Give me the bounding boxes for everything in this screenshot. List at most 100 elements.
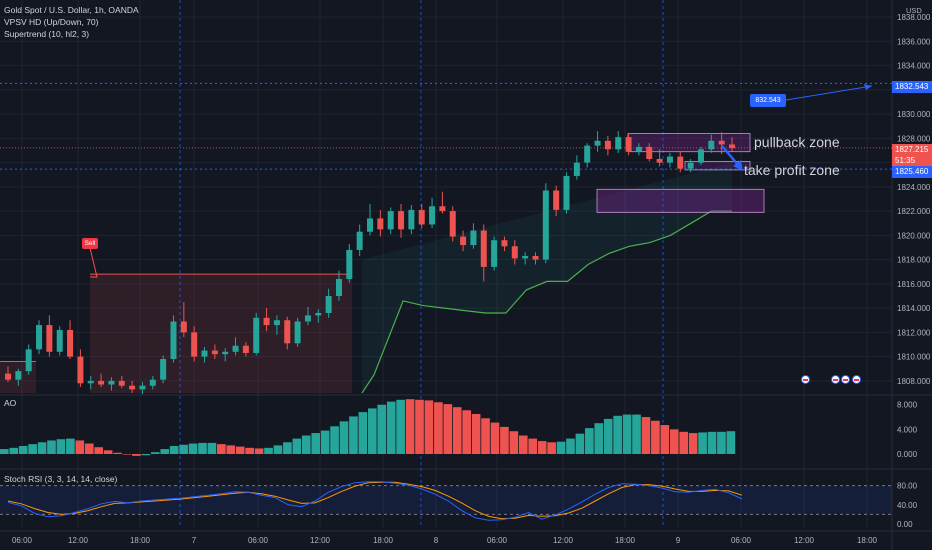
candle-body — [697, 149, 704, 163]
ao-pane-label[interactable]: AO — [4, 398, 17, 408]
price-tick-label: 1834.000 — [897, 62, 931, 71]
time-tick-label: 06:00 — [731, 536, 752, 545]
candle-body — [25, 349, 32, 372]
ao-bar — [537, 441, 547, 454]
ao-bar — [283, 442, 292, 454]
ao-bar — [141, 454, 151, 456]
price-tick-label: 1810.000 — [897, 353, 931, 362]
ao-bar — [273, 445, 283, 454]
ao-bar — [339, 421, 349, 454]
candle-body — [377, 218, 384, 230]
supertrend-line — [361, 210, 732, 394]
ao-bar — [547, 442, 556, 454]
candle-body — [604, 140, 611, 150]
ao-bar — [37, 442, 47, 454]
ao-bar — [245, 447, 254, 454]
indicator-legend-supertrend[interactable]: Supertrend (10, hl2, 3) — [4, 29, 90, 39]
time-tick-label: 9 — [676, 536, 681, 545]
candle-body — [180, 321, 187, 333]
candle-body — [408, 209, 415, 230]
time-tick-label: 8 — [434, 536, 439, 545]
candle-body — [356, 231, 363, 250]
ao-bar — [226, 445, 236, 454]
ao-bar — [575, 433, 585, 454]
us-flag-event-icon[interactable] — [801, 375, 810, 384]
candle-body — [139, 385, 146, 390]
candle-body — [511, 246, 518, 259]
ao-bar — [518, 435, 528, 454]
ao-bar — [113, 452, 122, 454]
ao-bar — [396, 399, 405, 454]
candle-body — [439, 206, 446, 212]
candle-body — [708, 140, 715, 150]
ao-bar — [424, 400, 434, 454]
indicator-legend-vpsv[interactable]: VPSV HD (Up/Down, 70) — [4, 17, 99, 27]
ao-bar — [490, 422, 500, 454]
candle-body — [160, 359, 167, 380]
candle-body — [36, 325, 43, 350]
sell-signal-tag[interactable]: Sell — [82, 238, 98, 249]
ao-bar — [594, 423, 604, 454]
candle-body — [56, 329, 63, 352]
projection-arrow — [721, 145, 740, 167]
us-flag-event-icon[interactable] — [831, 375, 840, 384]
price-callout[interactable]: 832.543 — [750, 94, 786, 107]
ao-bar — [264, 447, 273, 454]
ao-bar — [481, 418, 490, 454]
candle-body — [501, 240, 508, 247]
ao-bar — [217, 444, 226, 454]
ao-bar — [368, 408, 377, 454]
ao-bar — [377, 404, 387, 454]
demand-zone-box — [596, 188, 765, 213]
candle-body — [242, 345, 249, 353]
ao-bar — [528, 438, 538, 454]
ao-bar — [188, 443, 198, 454]
candle-body — [211, 350, 218, 355]
ao-bar — [330, 426, 339, 454]
ao-bar — [566, 438, 575, 454]
time-tick-label: 18:00 — [373, 536, 394, 545]
candle-body — [149, 379, 156, 386]
candle-body — [253, 317, 260, 353]
time-tick-label: 18:00 — [857, 536, 878, 545]
take-profit-zone-label[interactable]: take profit zone — [744, 162, 840, 178]
ao-bar — [235, 446, 245, 454]
ao-bar — [688, 433, 698, 454]
candle-body — [480, 230, 487, 267]
ao-bar — [405, 399, 415, 454]
candle-body — [118, 380, 125, 386]
candle-body — [98, 380, 105, 385]
us-flag-event-icon[interactable] — [841, 375, 850, 384]
ao-bar — [169, 445, 179, 454]
candle-body — [491, 240, 498, 267]
pullback-zone-label[interactable]: pullback zone — [754, 134, 840, 150]
ao-tick-label: 8.000 — [897, 401, 918, 410]
candle-body — [284, 320, 291, 344]
price-tick-label: 1838.000 — [897, 13, 931, 22]
candle-body — [553, 190, 560, 210]
candle-body — [594, 140, 601, 146]
price-tick-label: 1808.000 — [897, 377, 931, 386]
candle-body — [718, 140, 725, 145]
candle-body — [335, 279, 342, 296]
symbol-legend-title[interactable]: Gold Spot / U.S. Dollar, 1h, OANDA — [4, 5, 139, 15]
ao-bar — [679, 431, 689, 454]
ao-bar — [707, 431, 717, 454]
price-tick-label: 1818.000 — [897, 256, 931, 265]
ao-bar — [471, 413, 481, 454]
candle-body — [429, 206, 436, 225]
ao-bar — [198, 442, 207, 454]
price-tick-label: 1814.000 — [897, 304, 931, 313]
stoch-rsi-pane-label[interactable]: Stoch RSI (3, 3, 14, 14, close) — [4, 474, 118, 484]
ao-bar — [443, 404, 453, 454]
time-tick-label: 18:00 — [615, 536, 636, 545]
ao-bar — [311, 433, 321, 454]
rsi-tick-label: 0.00 — [897, 520, 913, 529]
candle-body — [201, 350, 208, 357]
us-flag-event-icon[interactable] — [852, 375, 861, 384]
ao-bar — [556, 441, 566, 454]
ao-bar — [641, 417, 651, 454]
price-tick-label: 1820.000 — [897, 231, 931, 240]
